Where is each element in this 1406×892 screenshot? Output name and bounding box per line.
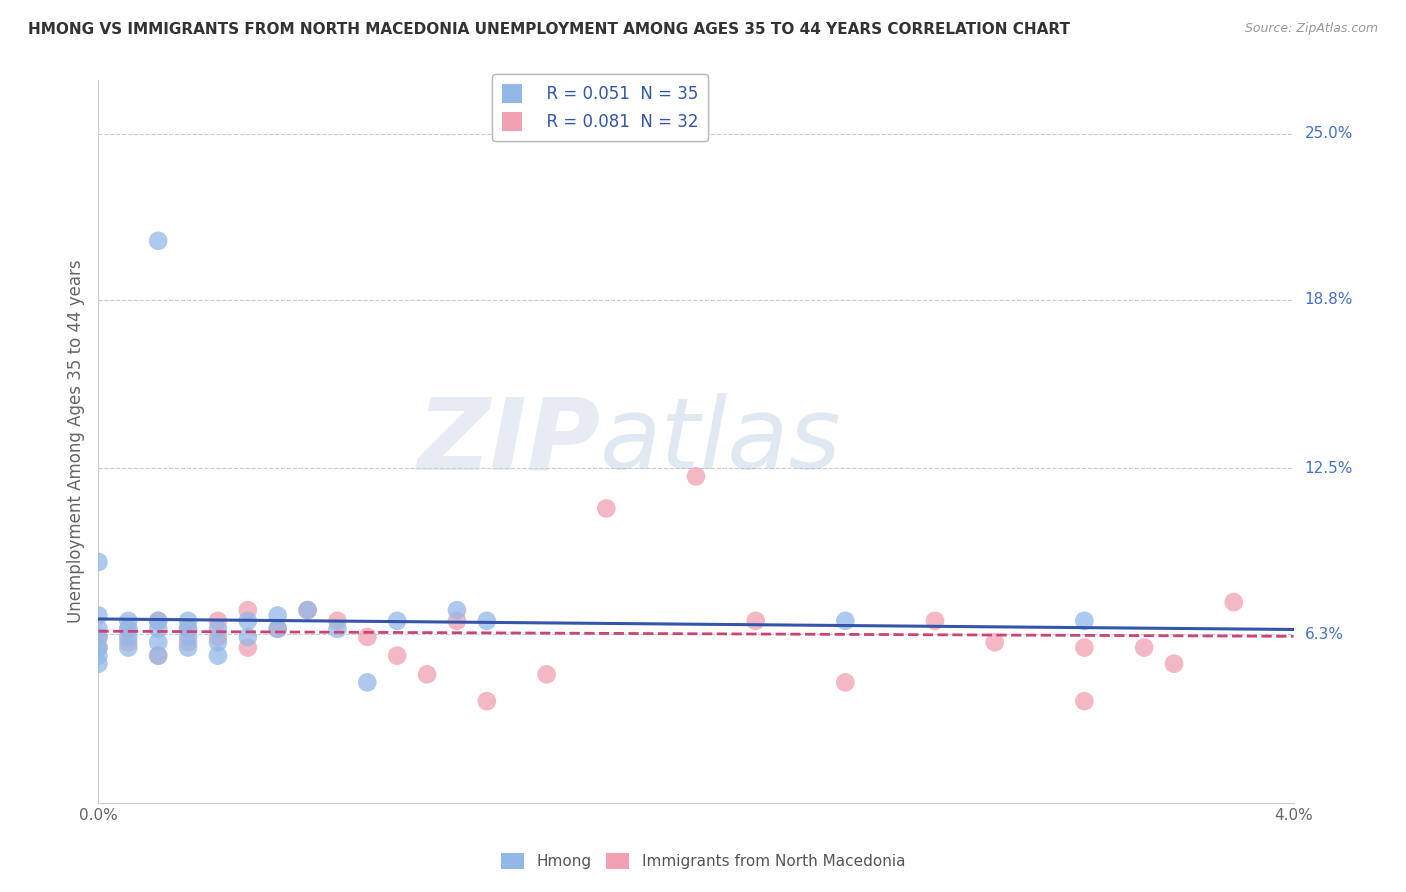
Point xyxy=(117,622,139,636)
Text: atlas: atlas xyxy=(600,393,842,490)
Point xyxy=(326,622,349,636)
Point xyxy=(117,614,139,628)
Point xyxy=(685,469,707,483)
Legend:   R = 0.051  N = 35,   R = 0.081  N = 32: R = 0.051 N = 35, R = 0.081 N = 32 xyxy=(492,74,709,141)
Point xyxy=(148,635,170,649)
Point xyxy=(148,614,170,628)
Point xyxy=(446,614,468,628)
Point xyxy=(236,630,259,644)
Point xyxy=(536,667,558,681)
Point xyxy=(87,608,110,623)
Point xyxy=(177,640,200,655)
Point xyxy=(267,622,290,636)
Point xyxy=(87,640,110,655)
Point xyxy=(595,501,617,516)
Point xyxy=(297,603,319,617)
Point xyxy=(236,640,259,655)
Point xyxy=(1133,640,1156,655)
Point xyxy=(356,630,378,644)
Point xyxy=(385,648,409,663)
Y-axis label: Unemployment Among Ages 35 to 44 years: Unemployment Among Ages 35 to 44 years xyxy=(66,260,84,624)
Point xyxy=(87,555,110,569)
Legend: Hmong, Immigrants from North Macedonia: Hmong, Immigrants from North Macedonia xyxy=(495,847,911,875)
Point xyxy=(87,648,110,663)
Point xyxy=(385,614,409,628)
Text: 6.3%: 6.3% xyxy=(1305,627,1344,641)
Point xyxy=(117,640,139,655)
Point xyxy=(148,648,170,663)
Point xyxy=(416,667,439,681)
Point xyxy=(177,622,200,636)
Point xyxy=(834,675,856,690)
Point xyxy=(475,614,498,628)
Point xyxy=(117,635,139,649)
Point xyxy=(148,614,170,628)
Point xyxy=(326,614,349,628)
Point xyxy=(207,622,229,636)
Text: 12.5%: 12.5% xyxy=(1305,461,1353,475)
Point xyxy=(87,640,110,655)
Point xyxy=(745,614,768,628)
Point xyxy=(117,630,139,644)
Point xyxy=(117,622,139,636)
Point xyxy=(207,635,229,649)
Text: HMONG VS IMMIGRANTS FROM NORTH MACEDONIA UNEMPLOYMENT AMONG AGES 35 TO 44 YEARS : HMONG VS IMMIGRANTS FROM NORTH MACEDONIA… xyxy=(28,22,1070,37)
Point xyxy=(475,694,498,708)
Point xyxy=(177,630,200,644)
Point xyxy=(148,234,170,248)
Point xyxy=(1163,657,1185,671)
Point xyxy=(177,614,200,628)
Point xyxy=(356,675,378,690)
Point xyxy=(236,603,259,617)
Point xyxy=(207,614,229,628)
Point xyxy=(1073,694,1095,708)
Point xyxy=(267,608,290,623)
Point xyxy=(924,614,946,628)
Point xyxy=(148,622,170,636)
Point xyxy=(177,635,200,649)
Text: ZIP: ZIP xyxy=(418,393,600,490)
Text: Source: ZipAtlas.com: Source: ZipAtlas.com xyxy=(1244,22,1378,36)
Point xyxy=(1073,614,1095,628)
Point xyxy=(834,614,856,628)
Point xyxy=(984,635,1007,649)
Point xyxy=(87,630,110,644)
Point xyxy=(87,622,110,636)
Text: 25.0%: 25.0% xyxy=(1305,127,1353,141)
Point xyxy=(87,657,110,671)
Point xyxy=(446,603,468,617)
Point xyxy=(87,630,110,644)
Point xyxy=(267,622,290,636)
Point xyxy=(177,622,200,636)
Point xyxy=(207,630,229,644)
Point xyxy=(1073,640,1095,655)
Text: 18.8%: 18.8% xyxy=(1305,293,1353,307)
Point xyxy=(148,648,170,663)
Point xyxy=(297,603,319,617)
Point xyxy=(236,614,259,628)
Point xyxy=(1223,595,1246,609)
Point xyxy=(207,648,229,663)
